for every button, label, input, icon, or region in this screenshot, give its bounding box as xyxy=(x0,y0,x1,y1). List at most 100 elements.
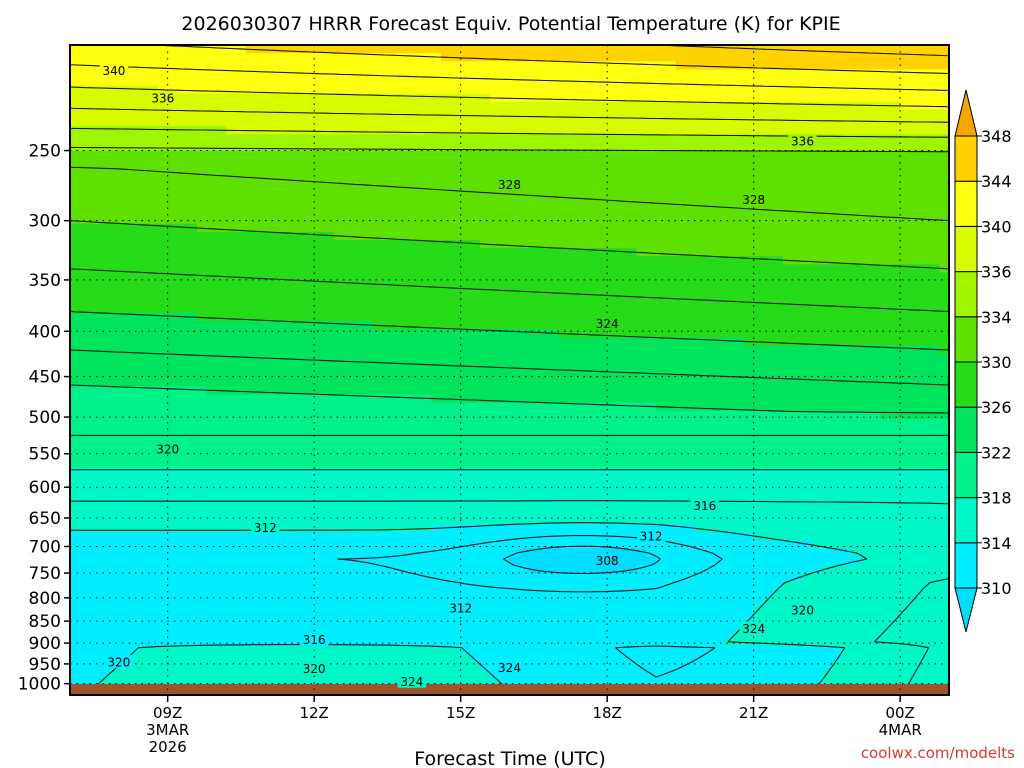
field-cell xyxy=(939,361,949,371)
field-cell xyxy=(196,142,208,152)
field-cell xyxy=(480,451,491,460)
field-cell xyxy=(343,215,354,225)
field-cell xyxy=(89,69,100,79)
field-cell xyxy=(695,101,706,111)
field-cell xyxy=(245,142,257,152)
field-cell xyxy=(870,126,882,135)
field-cell xyxy=(109,329,120,339)
field-cell xyxy=(675,280,686,290)
field-cell xyxy=(900,256,911,265)
field-cell xyxy=(450,475,462,485)
field-cell xyxy=(255,435,266,444)
field-cell xyxy=(499,370,511,379)
field-cell xyxy=(255,475,266,485)
field-cell xyxy=(128,61,139,70)
field-cell xyxy=(382,353,393,363)
field-cell xyxy=(724,150,735,160)
field-cell xyxy=(880,483,891,493)
field-cell xyxy=(558,451,569,460)
field-cell xyxy=(509,329,520,339)
field-cell xyxy=(568,53,579,62)
field-cell xyxy=(70,467,81,477)
field-cell xyxy=(206,134,218,144)
field-cell xyxy=(196,231,208,241)
field-cell xyxy=(734,101,745,111)
field-cell xyxy=(480,337,491,347)
field-cell xyxy=(245,329,257,339)
field-cell xyxy=(363,394,374,404)
field-cell xyxy=(148,142,159,152)
field-cell xyxy=(392,191,403,200)
field-cell xyxy=(353,443,364,452)
field-cell xyxy=(499,353,511,363)
field-cell xyxy=(450,337,462,347)
field-cell xyxy=(343,370,354,379)
field-cell xyxy=(734,386,745,395)
field-cell xyxy=(333,483,345,493)
field-cell xyxy=(363,402,374,412)
field-cell xyxy=(656,305,667,314)
field-cell xyxy=(363,45,374,54)
field-cell xyxy=(402,223,413,233)
field-cell xyxy=(343,61,354,70)
field-cell xyxy=(333,459,345,469)
field-cell xyxy=(880,313,891,322)
field-cell xyxy=(304,435,315,444)
field-cell xyxy=(177,150,188,160)
field-cell xyxy=(597,248,608,257)
field-cell xyxy=(450,443,462,452)
field-cell xyxy=(656,215,667,225)
field-cell xyxy=(333,329,345,339)
field-cell xyxy=(118,175,130,184)
field-cell xyxy=(265,248,276,257)
field-cell xyxy=(431,313,442,322)
field-cell xyxy=(343,483,354,493)
field-cell xyxy=(304,85,315,95)
field-cell xyxy=(909,45,921,54)
field-cell xyxy=(236,288,247,298)
field-cell xyxy=(255,142,266,152)
field-cell xyxy=(460,53,472,62)
field-cell xyxy=(236,207,247,217)
field-cell xyxy=(685,475,696,485)
field-cell xyxy=(822,475,833,485)
field-cell xyxy=(802,402,813,412)
field-cell xyxy=(70,150,81,160)
field-cell xyxy=(275,394,286,404)
field-cell xyxy=(372,61,384,70)
field-cell xyxy=(177,378,188,387)
field-cell xyxy=(782,459,794,469)
field-cell xyxy=(890,215,901,225)
field-cell xyxy=(880,418,891,428)
field-cell xyxy=(939,418,949,428)
field-cell xyxy=(587,345,598,355)
field-cell xyxy=(919,475,931,485)
field-cell xyxy=(841,288,852,298)
field-cell xyxy=(372,69,384,79)
field-cell xyxy=(529,378,540,387)
field-cell xyxy=(773,248,784,257)
field-cell xyxy=(196,451,208,460)
field-cell xyxy=(167,361,179,371)
field-cell xyxy=(245,491,257,501)
field-cell xyxy=(70,410,81,420)
field-cell xyxy=(157,361,169,371)
field-cell xyxy=(294,361,305,371)
field-cell xyxy=(402,207,413,217)
field-cell xyxy=(753,93,765,103)
field-cell xyxy=(822,361,833,371)
field-cell xyxy=(236,418,247,428)
field-cell xyxy=(421,142,432,152)
field-cell xyxy=(323,491,335,501)
field-cell xyxy=(167,215,179,225)
field-cell xyxy=(372,329,384,339)
field-cell xyxy=(206,337,218,347)
field-cell xyxy=(724,321,735,330)
field-cell xyxy=(890,223,901,233)
field-cell xyxy=(743,378,755,387)
field-cell xyxy=(685,53,696,62)
field-cell xyxy=(929,402,940,412)
field-cell xyxy=(216,426,227,436)
field-cell xyxy=(900,459,911,469)
field-cell xyxy=(548,240,559,249)
